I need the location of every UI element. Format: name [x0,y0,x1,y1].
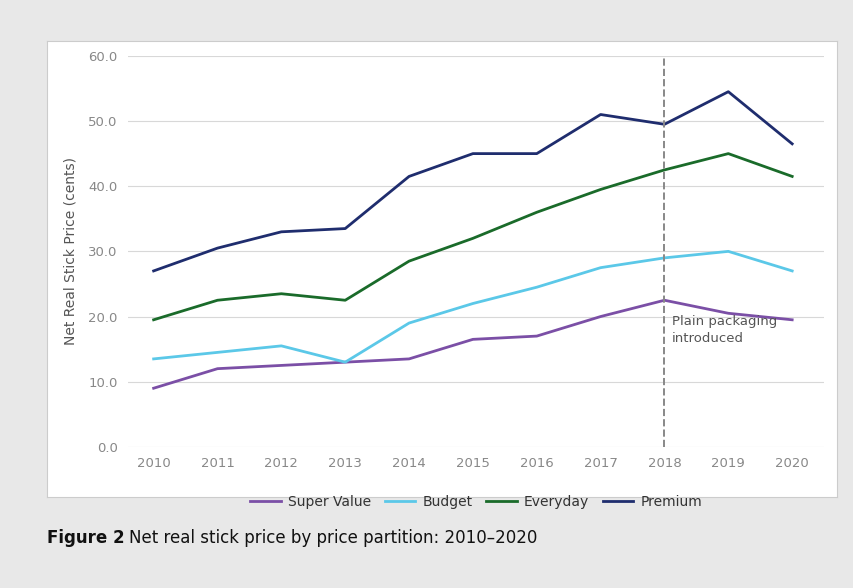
Budget [403,319,414,326]
Text: Plain packaging
introduced: Plain packaging introduced [671,315,776,345]
Everyday [786,173,797,180]
Premium [786,141,797,148]
Everyday [339,297,350,304]
Super Value [595,313,605,320]
Line: Budget: Budget [154,252,792,362]
Premium [467,150,478,157]
Budget [786,268,797,275]
Super Value [531,333,542,340]
Everyday [467,235,478,242]
Premium [403,173,414,180]
Premium [722,88,733,95]
Everyday [595,186,605,193]
Premium [659,121,669,128]
Premium [339,225,350,232]
Budget [659,255,669,262]
Premium [212,245,223,252]
Everyday [276,290,286,298]
Everyday [531,209,542,216]
Budget [148,355,159,362]
Budget [276,342,286,349]
Premium [148,268,159,275]
Everyday [722,150,733,157]
Budget [595,264,605,271]
Budget [467,300,478,307]
Budget [531,283,542,290]
Y-axis label: Net Real Stick Price (cents): Net Real Stick Price (cents) [63,158,77,345]
Premium [276,228,286,235]
Super Value [212,365,223,372]
Budget [339,359,350,366]
Text: Net real stick price by price partition: 2010–2020: Net real stick price by price partition:… [108,529,537,547]
Super Value [659,297,669,304]
Everyday [212,297,223,304]
Line: Super Value: Super Value [154,300,792,388]
Legend: Super Value, Budget, Everyday, Premium: Super Value, Budget, Everyday, Premium [244,489,707,514]
Super Value [339,359,350,366]
Budget [212,349,223,356]
Everyday [659,166,669,173]
Super Value [467,336,478,343]
Everyday [403,258,414,265]
Line: Everyday: Everyday [154,153,792,320]
Everyday [148,316,159,323]
Text: Figure 2: Figure 2 [47,529,125,547]
Super Value [786,316,797,323]
Super Value [148,385,159,392]
Budget [722,248,733,255]
Super Value [403,355,414,362]
Line: Premium: Premium [154,92,792,271]
Super Value [722,310,733,317]
Premium [531,150,542,157]
Super Value [276,362,286,369]
Premium [595,111,605,118]
